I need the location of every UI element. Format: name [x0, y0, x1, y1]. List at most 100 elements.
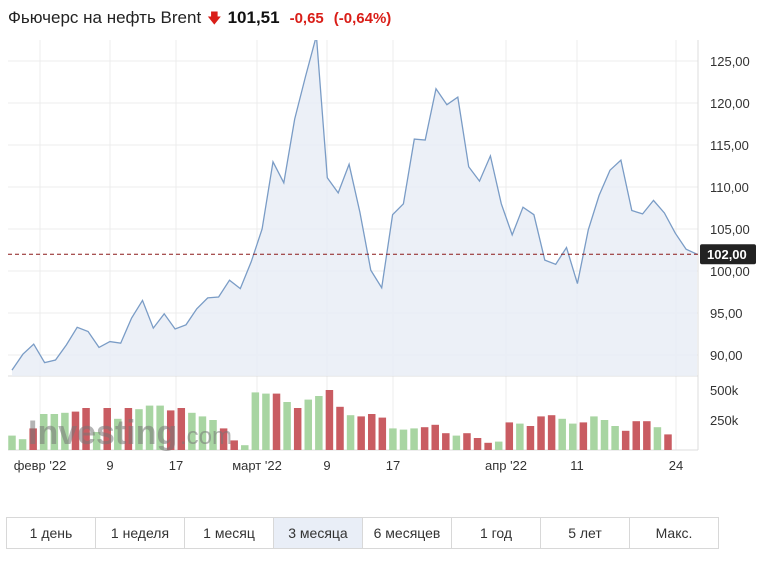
volume-bar	[230, 440, 238, 450]
last-price: 101,51	[227, 8, 280, 27]
tab-1-week[interactable]: 1 неделя	[96, 518, 185, 548]
tab-3-months[interactable]: 3 месяца	[274, 518, 363, 548]
volume-bar	[494, 441, 503, 450]
y-tick-label: 95,00	[710, 306, 743, 321]
price-change: -0,65	[289, 10, 324, 27]
y-tick-label: 90,00	[710, 348, 743, 363]
x-tick-label: 9	[323, 458, 330, 473]
volume-bar	[135, 409, 143, 450]
volume-bar	[283, 402, 291, 450]
volume-bar	[664, 434, 672, 450]
x-tick-label: март '22	[232, 458, 282, 473]
y-axis: 90,00 95,00 100,00 105,00 110,00 115,00 120,00…	[710, 54, 750, 363]
volume-bar	[272, 393, 281, 450]
volume-bar	[29, 428, 37, 450]
volume-bar	[188, 412, 196, 450]
x-tick-label: 11	[570, 458, 584, 473]
volume-bar	[92, 432, 101, 450]
y-tick-label: 100,00	[710, 264, 750, 279]
volume-bar	[621, 430, 630, 450]
watermark-brand: Investing	[28, 414, 177, 452]
y-tick-label: 110,00	[710, 180, 749, 195]
volume-bar	[357, 416, 365, 450]
tab-max[interactable]: Макс.	[655, 525, 693, 541]
x-tick-label: 17	[169, 458, 183, 473]
volume-bar	[420, 427, 429, 450]
volume-bar	[50, 414, 59, 450]
y-tick-label: 120,00	[710, 96, 750, 111]
volume-bar	[325, 390, 334, 450]
volume-bar	[114, 418, 122, 450]
tab-6-months[interactable]: 6 месяцев	[363, 518, 452, 548]
price-chart[interactable]: Investing .com 90,00 95,00 100,00 105,00 110…	[0, 40, 772, 480]
volume-bar	[600, 420, 609, 450]
volume-bar	[145, 405, 154, 450]
volume-bars	[8, 390, 672, 450]
x-tick-label: 9	[106, 458, 113, 473]
volume-bar	[166, 410, 175, 450]
volume-axis: 500k 250k	[710, 383, 739, 428]
volume-bar	[336, 406, 344, 450]
volume-bar	[367, 414, 376, 450]
instrument-header: Фьючерс на нефть Brent 🡇 101,51 -0,65 (-…	[8, 8, 391, 36]
x-tick-label: 24	[669, 458, 683, 473]
volume-bar	[39, 414, 48, 450]
current-price-line: 102,00	[8, 244, 756, 265]
volume-bar	[251, 392, 260, 450]
volume-bar	[219, 428, 228, 450]
volume-bar	[410, 428, 418, 450]
volume-bar	[82, 408, 90, 450]
watermark-suffix: .com	[180, 423, 232, 450]
volume-bar	[124, 408, 133, 450]
tab-1-year[interactable]: 1 год	[452, 518, 541, 548]
volume-bar	[293, 408, 302, 450]
volume-bar	[452, 435, 461, 450]
volume-bar	[8, 435, 16, 450]
volume-bar	[463, 433, 471, 450]
volume-bar	[547, 415, 556, 450]
volume-bar	[653, 427, 662, 450]
price-change-percent: (-0,64%)	[333, 10, 392, 27]
volume-bar	[632, 421, 641, 450]
volume-bar	[484, 442, 492, 450]
volume-bar	[198, 416, 207, 450]
volume-bar	[241, 445, 249, 450]
range-tabs: 1 день 1 неделя 1 месяц 3 месяца 6 месяц…	[6, 517, 719, 549]
volume-bar	[177, 408, 186, 450]
volume-bar	[516, 423, 524, 450]
arrow-down-icon: 🡇	[207, 10, 222, 26]
volume-tick-label: 250k	[710, 413, 739, 428]
volume-bar	[473, 438, 482, 450]
tab-1-month[interactable]: 1 месяц	[185, 518, 274, 548]
current-price-label-bg	[700, 244, 756, 265]
volume-bar	[71, 411, 80, 450]
volume-bar	[389, 428, 397, 450]
x-tick-label: 17	[386, 458, 400, 473]
volume-bar	[590, 416, 598, 450]
volume-bar	[262, 393, 270, 450]
volume-tick-label: 500k	[710, 383, 739, 398]
tab-5-years[interactable]: 5 лет	[541, 518, 630, 548]
volume-bar	[579, 422, 588, 450]
tab-1-day[interactable]: 1 день	[7, 518, 96, 548]
volume-bar	[304, 399, 313, 450]
volume-bar	[569, 423, 577, 450]
volume-bar	[61, 412, 69, 450]
volume-bar	[442, 433, 450, 450]
x-tick-label: апр '22	[485, 458, 527, 473]
current-price-label: 102,00	[707, 247, 747, 262]
x-tick-label: февр '22	[14, 458, 67, 473]
x-axis: февр '22 9 17 март '22 9 17 апр '22 11 24	[14, 458, 684, 473]
y-tick-label: 125,00	[710, 54, 750, 69]
volume-bar	[526, 426, 535, 450]
volume-bar	[315, 396, 323, 450]
volume-bar	[399, 429, 408, 450]
volume-bar	[611, 426, 619, 450]
volume-bar	[346, 415, 355, 450]
y-tick-label: 115,00	[710, 138, 749, 153]
volume-bar	[558, 418, 566, 450]
price-area-fill	[12, 40, 697, 376]
price-area	[11, 40, 698, 376]
volume-bar	[209, 420, 217, 450]
investing-watermark: Investing .com	[28, 414, 232, 452]
